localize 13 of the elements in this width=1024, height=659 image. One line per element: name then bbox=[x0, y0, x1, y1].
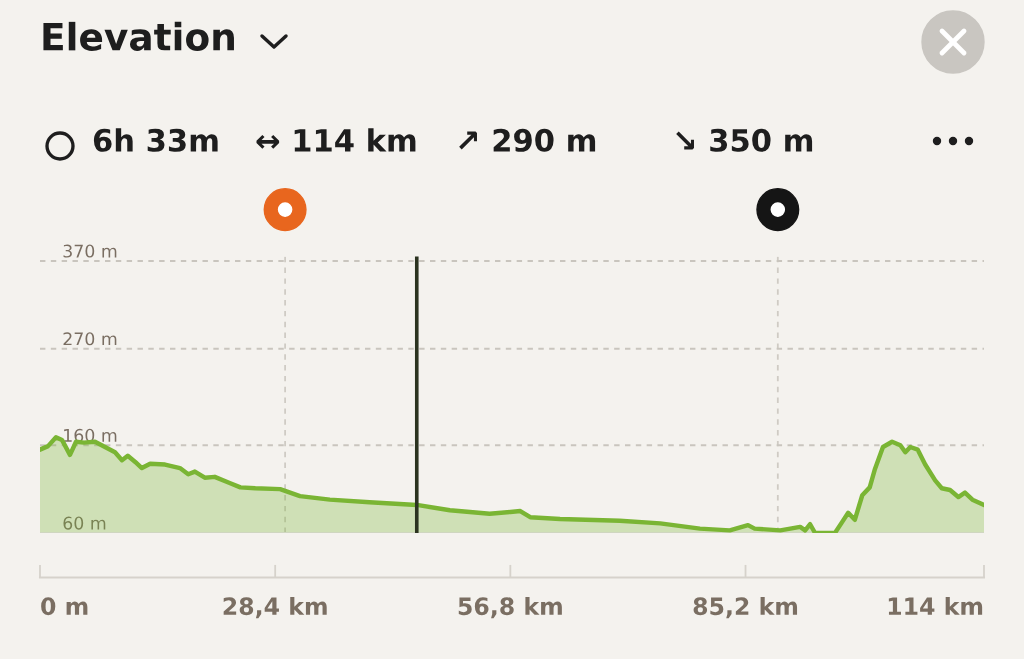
text: ↘ 350 m bbox=[676, 128, 813, 152]
x-tick-label: 114 km bbox=[888, 596, 983, 615]
y-tick-label: 270 m bbox=[63, 332, 117, 346]
y-tick-label: 60 m bbox=[63, 516, 106, 530]
text: ↗ 290 m bbox=[459, 128, 596, 152]
chart-title: Elevation bbox=[43, 21, 234, 51]
x-tick-label: 85,2 km bbox=[693, 596, 798, 619]
x-tick-label: 28,4 km bbox=[223, 596, 327, 619]
x-tick-label: 0 m bbox=[41, 597, 88, 616]
text: 6h 33m bbox=[93, 128, 218, 152]
x-tick-label: 56,8 km bbox=[458, 596, 562, 619]
text: ↔ 114 km bbox=[256, 128, 416, 152]
y-tick-label: 370 m bbox=[63, 244, 117, 258]
